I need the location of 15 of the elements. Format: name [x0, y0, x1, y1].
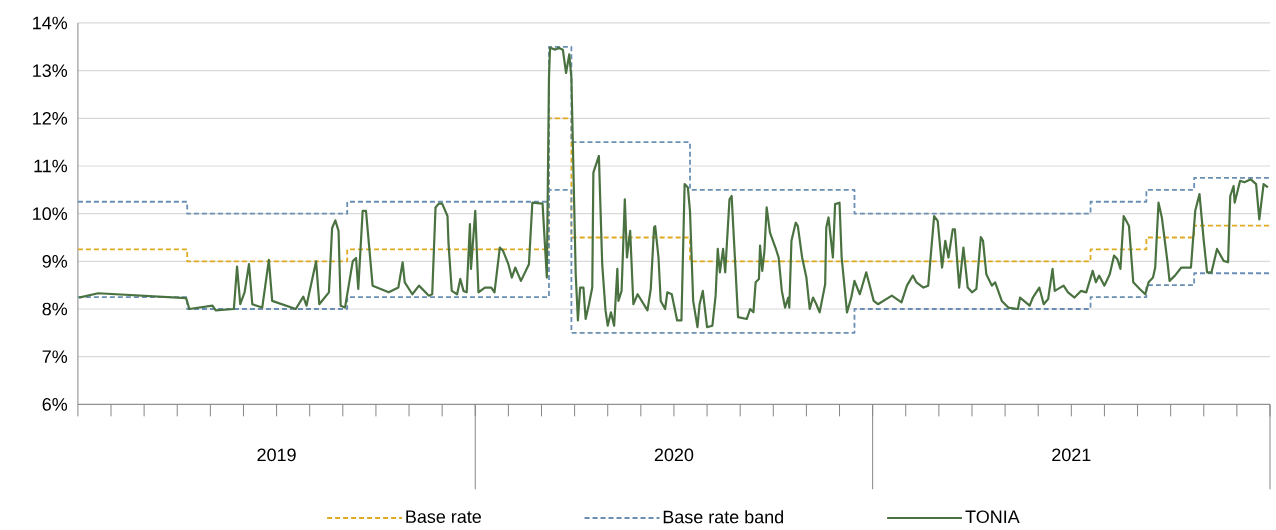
x-tick-label: 2019	[257, 448, 296, 462]
legend-label: Base rate	[406, 510, 481, 523]
x-tick-label: 2021	[1052, 448, 1091, 462]
legend-label: Base rate band	[663, 510, 784, 524]
legend-label: TONIA	[965, 510, 1020, 524]
y-tick-label: 14%	[33, 16, 68, 30]
y-tick-label: 12%	[33, 111, 68, 125]
y-tick-label: 9%	[42, 254, 68, 268]
y-tick-label: 7%	[42, 350, 68, 363]
y-tick-label: 13%	[33, 64, 68, 77]
y-tick-label: 11%	[34, 159, 68, 173]
x-tick-label: 2020	[654, 448, 694, 462]
y-tick-label: 8%	[42, 302, 68, 316]
y-tick-label: 10%	[33, 207, 68, 220]
y-tick-label: 6%	[42, 397, 68, 411]
